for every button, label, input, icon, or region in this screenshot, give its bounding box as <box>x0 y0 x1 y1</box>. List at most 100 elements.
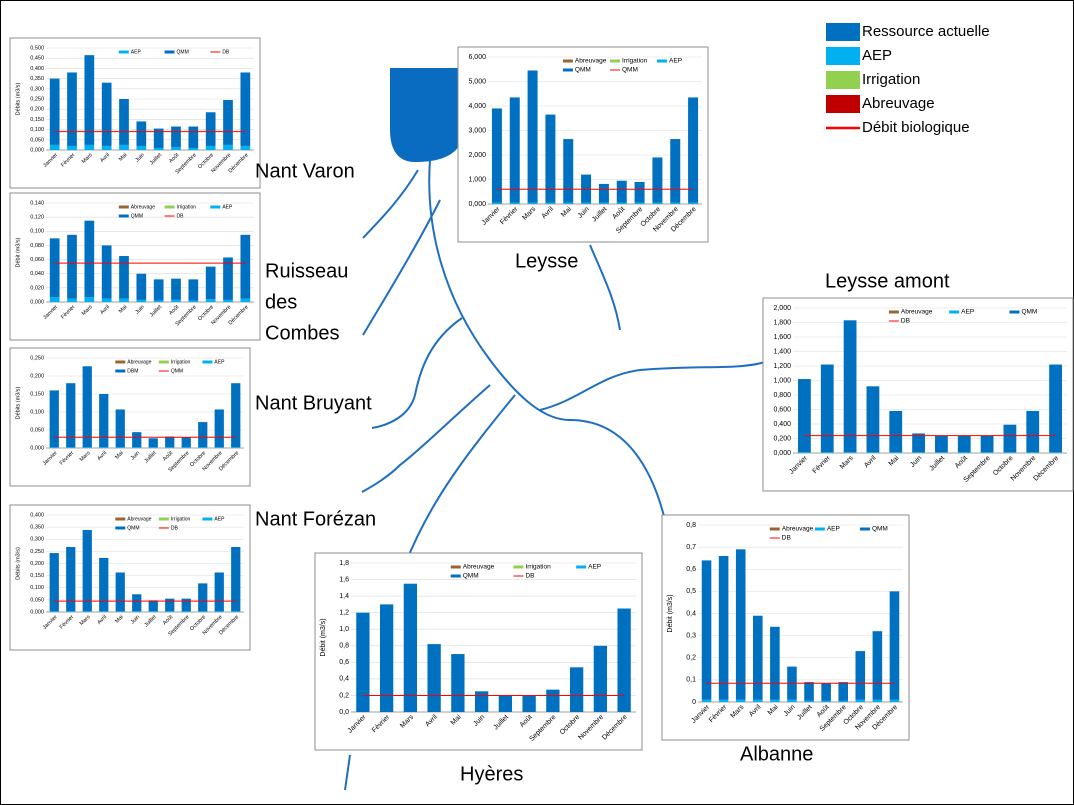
y-tick-label: 0,000 <box>30 299 44 305</box>
legend-label: Ressource actuelle <box>862 23 990 40</box>
bar <box>957 452 971 453</box>
legend-label: DB <box>782 535 791 542</box>
bar <box>563 139 574 203</box>
bar <box>82 530 92 612</box>
bar <box>153 279 164 301</box>
legend-swatch <box>859 527 870 531</box>
x-tick-label: Avril <box>99 304 111 316</box>
bar <box>240 234 251 299</box>
legend-label: Irrigation <box>622 58 648 65</box>
river <box>362 169 419 239</box>
legend-label: AEP <box>961 309 974 316</box>
bar <box>1026 452 1040 453</box>
y-tick-label: 0,300 <box>30 537 44 543</box>
bar <box>1049 364 1062 453</box>
y-tick-label: 0,050 <box>30 597 44 603</box>
bar <box>49 238 60 298</box>
y-tick-label: 1,000 <box>468 176 486 183</box>
y-tick-label: 0,200 <box>30 561 44 567</box>
bar <box>67 298 77 302</box>
bar <box>1003 452 1017 453</box>
bar <box>231 547 241 612</box>
bar <box>798 379 811 453</box>
y-tick-label: 0,400 <box>30 66 44 72</box>
y-tick-label: 0,000 <box>30 147 44 153</box>
bar <box>843 320 857 453</box>
bar <box>569 667 584 712</box>
bar <box>527 202 538 204</box>
bar <box>84 297 95 302</box>
legend-label: Abreuvage <box>131 204 155 210</box>
bar <box>101 145 112 150</box>
bar <box>165 436 175 448</box>
legend-swatch <box>826 23 860 41</box>
y-tick-label: 0,0 <box>339 709 349 716</box>
y-tick-label: 1,0 <box>339 626 349 633</box>
river <box>344 754 351 791</box>
bar <box>652 202 663 204</box>
legend-label: Abreuvage <box>575 58 607 65</box>
river <box>361 384 491 493</box>
y-tick-label: 4,000 <box>468 103 486 110</box>
bar <box>770 626 780 700</box>
y-tick-label: 0,1 <box>686 677 696 684</box>
bar <box>119 144 129 150</box>
bar <box>889 452 903 453</box>
legend-swatch <box>158 360 169 364</box>
bar <box>804 682 814 701</box>
bar <box>889 591 900 700</box>
bar <box>115 572 125 612</box>
bar <box>240 145 251 150</box>
legend-swatch <box>1009 310 1020 314</box>
bar <box>66 447 76 448</box>
y-tick-label: 0,040 <box>30 271 44 277</box>
y-axis-label: Débit (m3/s) <box>667 594 674 632</box>
y-axis-label: Débits (m3/s) <box>15 386 21 419</box>
bar <box>509 97 520 203</box>
bar <box>214 447 224 448</box>
bar <box>67 72 77 146</box>
bar <box>132 432 142 448</box>
river <box>362 199 441 336</box>
bar <box>563 202 574 204</box>
legend-label: QMM <box>131 213 143 219</box>
bar <box>798 452 811 453</box>
bar <box>1049 452 1062 453</box>
station-label: Nant Forézan <box>255 508 376 530</box>
legend-label: Abreuvage <box>901 309 933 316</box>
bar <box>652 157 663 203</box>
bar <box>498 695 513 712</box>
y-tick-label: 0,250 <box>30 96 44 102</box>
legend-swatch <box>657 59 668 63</box>
legend-swatch <box>576 565 587 569</box>
y-tick-label: 0,080 <box>30 243 44 249</box>
bar <box>82 447 92 448</box>
bar <box>148 611 158 612</box>
bar <box>119 298 129 302</box>
bar <box>617 608 631 712</box>
bar <box>171 146 181 150</box>
y-tick-label: 0,2 <box>686 655 696 662</box>
bar <box>132 447 142 448</box>
bar <box>171 299 181 302</box>
bar <box>889 410 903 453</box>
bar <box>84 144 95 150</box>
y-tick-label: 0,100 <box>30 409 44 415</box>
river <box>428 159 666 521</box>
x-tick-label: Mai <box>114 450 125 461</box>
station-label: Nant Varon <box>255 160 355 182</box>
bar <box>527 70 538 203</box>
y-tick-label: 0,140 <box>30 200 44 206</box>
bar <box>855 699 866 702</box>
legend-swatch <box>202 360 213 364</box>
bar <box>688 97 699 203</box>
y-axis-label: Débit (m3/s) <box>320 618 327 656</box>
bar <box>115 447 125 448</box>
x-tick-label: Mai <box>118 152 129 163</box>
y-tick-label: 0,4 <box>339 676 349 683</box>
bar <box>491 108 502 203</box>
lake <box>390 68 462 162</box>
bar <box>616 202 627 204</box>
bar <box>545 114 556 203</box>
